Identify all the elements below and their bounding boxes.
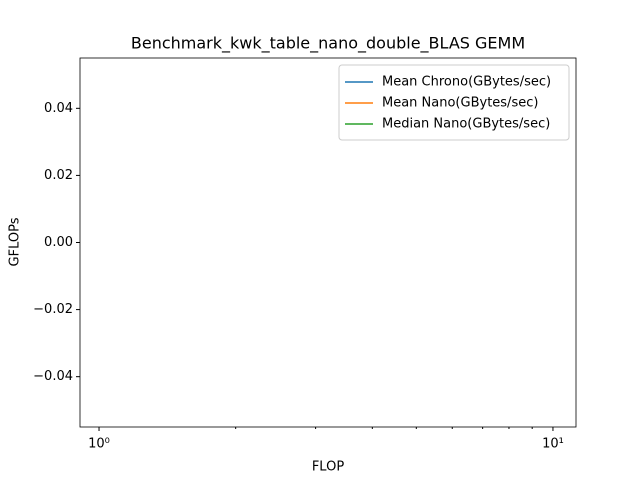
legend-label: Mean Nano(GBytes/sec) [382, 96, 538, 111]
y-tick-label: 0.02 [44, 168, 73, 183]
y-tick-label: −0.02 [33, 302, 73, 317]
legend-box [338, 64, 570, 141]
y-tick-label: 0.04 [44, 101, 73, 116]
x-tick-label: 10⁰ [88, 437, 110, 452]
chart-title: Benchmark_kwk_table_nano_double_BLAS GEM… [131, 34, 525, 54]
y-axis-label: GFLOPs [8, 217, 23, 266]
x-tick-label: 10¹ [542, 437, 564, 452]
x-axis-label: FLOP [312, 460, 344, 475]
legend-label: Mean Chrono(GBytes/sec) [382, 75, 551, 90]
legend-label: Median Nano(GBytes/sec) [382, 117, 550, 132]
y-tick-label: 0.00 [44, 235, 73, 250]
plot-frame [79, 57, 577, 428]
y-tick-label: −0.04 [33, 369, 73, 384]
